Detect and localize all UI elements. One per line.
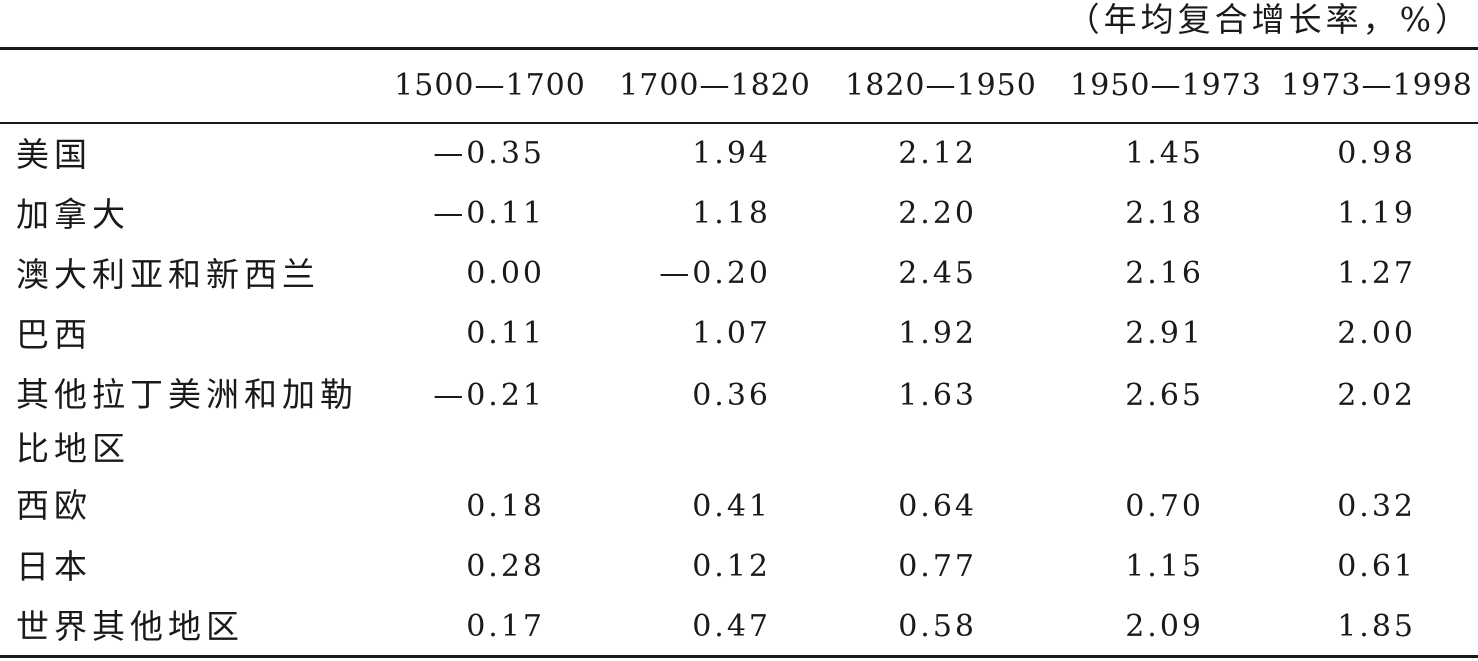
row-label: 西欧 bbox=[16, 486, 92, 525]
table-cell: 0.98 bbox=[1337, 136, 1416, 171]
row-label: 世界其他地区 bbox=[16, 607, 244, 646]
table-bottom-rule bbox=[0, 655, 1478, 658]
row-label: 加拿大 bbox=[16, 195, 130, 234]
table-cell: 1.92 bbox=[898, 316, 977, 351]
table-cell: 0.47 bbox=[692, 609, 771, 644]
table-cell: 2.00 bbox=[1337, 316, 1416, 351]
table-cell: 0.64 bbox=[898, 489, 977, 524]
table-cell: 0.28 bbox=[466, 549, 545, 584]
unit-note: （年均复合增长率，%） bbox=[1066, 0, 1472, 39]
table-cell: 0.36 bbox=[692, 378, 771, 413]
table-cell: 2.91 bbox=[1125, 316, 1204, 351]
table-cell: 2.65 bbox=[1125, 378, 1204, 413]
column-header-1973-1998: 1973—1998 bbox=[1281, 68, 1473, 103]
table-cell: —0.11 bbox=[433, 196, 545, 231]
table-cell: —0.20 bbox=[659, 256, 771, 291]
row-label: 日本 bbox=[16, 547, 92, 586]
table-cell: 2.45 bbox=[898, 256, 977, 291]
table-cell: 2.02 bbox=[1337, 378, 1416, 413]
table-cell: 2.20 bbox=[898, 196, 977, 231]
table-cell: 1.18 bbox=[692, 196, 771, 231]
table-cell: —0.35 bbox=[433, 136, 545, 171]
table-cell: 0.41 bbox=[692, 489, 771, 524]
table-cell: 0.32 bbox=[1337, 489, 1416, 524]
column-header-1500-1700: 1500—1700 bbox=[394, 68, 586, 103]
table-cell: 0.11 bbox=[466, 316, 545, 351]
table-cell: —0.21 bbox=[433, 378, 545, 413]
table-cell: 0.61 bbox=[1337, 549, 1416, 584]
table-cell: 1.45 bbox=[1125, 136, 1204, 171]
table-cell: 1.63 bbox=[898, 378, 977, 413]
table-cell: 0.58 bbox=[898, 609, 977, 644]
column-header-1700-1820: 1700—1820 bbox=[619, 68, 811, 103]
table-cell: 1.15 bbox=[1125, 549, 1204, 584]
table-cell: 0.18 bbox=[466, 489, 545, 524]
row-label: 美国 bbox=[16, 135, 92, 174]
table-cell: 0.77 bbox=[898, 549, 977, 584]
table-cell: 2.12 bbox=[898, 136, 977, 171]
table-top-rule bbox=[0, 47, 1478, 50]
column-header-1950-1973: 1950—1973 bbox=[1070, 68, 1262, 103]
column-header-1820-1950: 1820—1950 bbox=[845, 68, 1037, 103]
table-cell: 2.16 bbox=[1125, 256, 1204, 291]
table-cell: 1.85 bbox=[1337, 609, 1416, 644]
table-cell: 0.12 bbox=[692, 549, 771, 584]
table-cell: 0.17 bbox=[466, 609, 545, 644]
table-cell: 2.18 bbox=[1125, 196, 1204, 231]
table-cell: 0.70 bbox=[1125, 489, 1204, 524]
table-cell: 1.19 bbox=[1337, 196, 1416, 231]
table-cell: 1.27 bbox=[1337, 256, 1416, 291]
table-cell: 2.09 bbox=[1125, 609, 1204, 644]
table-cell: 1.94 bbox=[692, 136, 771, 171]
header-rule bbox=[0, 122, 1478, 124]
row-label: 澳大利亚和新西兰 bbox=[16, 255, 320, 294]
row-label: 巴西 bbox=[16, 315, 92, 354]
table-cell: 1.07 bbox=[692, 316, 771, 351]
row-label: 其他拉丁美洲和加勒比地区 bbox=[16, 375, 358, 468]
table-cell: 0.00 bbox=[466, 256, 545, 291]
